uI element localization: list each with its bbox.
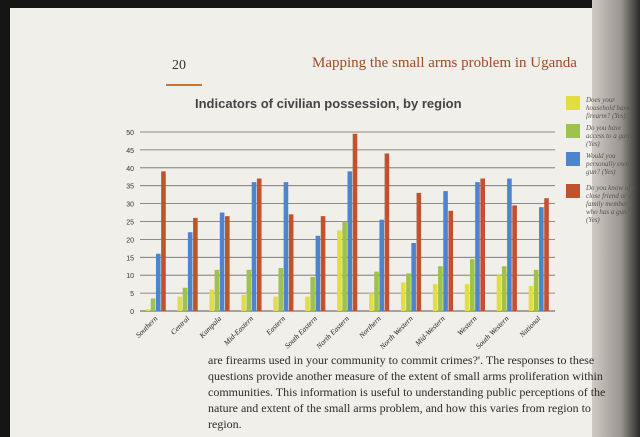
bar	[411, 242, 416, 311]
bar	[187, 232, 193, 311]
bar	[507, 178, 512, 311]
bar	[469, 259, 475, 311]
bar	[145, 309, 151, 311]
bar	[406, 273, 411, 311]
bar	[225, 216, 230, 311]
bar	[342, 221, 347, 311]
y-tick-label: 50	[126, 130, 134, 137]
legend-label: Would you personally own a gun? (Yes)	[586, 152, 635, 176]
x-tick-label: Kampala	[197, 314, 224, 341]
bar	[533, 269, 539, 311]
bar	[161, 171, 166, 311]
bar	[501, 266, 507, 311]
bar	[480, 178, 485, 311]
bar	[443, 191, 448, 311]
bar	[374, 271, 379, 311]
legend-label: Do you have access to a gun? (Yes)	[586, 124, 633, 148]
bar	[288, 214, 294, 311]
bar	[193, 217, 198, 311]
bar	[384, 153, 390, 311]
bar	[315, 235, 321, 311]
bar	[369, 293, 374, 311]
book-gutter	[592, 0, 640, 437]
bar	[544, 198, 549, 311]
bar	[310, 276, 315, 311]
legend-swatch-know-someone-with-gun	[566, 184, 580, 198]
legend-label: Does your household have a firearm? (Yes…	[586, 96, 635, 120]
bar	[251, 182, 257, 311]
bar	[177, 296, 183, 311]
bar	[475, 182, 480, 311]
bar	[209, 289, 215, 311]
y-tick-label: 15	[126, 255, 134, 262]
chart-title: Indicators of civilian possession, by re…	[195, 96, 462, 111]
bar	[305, 296, 310, 311]
bar	[416, 192, 422, 311]
page-number-rule	[166, 84, 202, 86]
bar	[539, 207, 544, 311]
bar	[352, 133, 358, 311]
x-tick-label: South Western	[474, 314, 511, 351]
body-paragraph: are firearms used in your community to c…	[208, 353, 606, 431]
bar	[438, 266, 443, 311]
bar	[214, 269, 220, 311]
y-tick-label: 10	[126, 273, 134, 280]
bar	[448, 210, 454, 311]
x-tick-label: Southern	[134, 314, 160, 340]
legend-label: Do you know of a close friend or a famil…	[586, 184, 636, 224]
bar	[379, 219, 385, 311]
bar	[283, 182, 289, 311]
y-tick-label: 0	[130, 309, 134, 316]
x-tick-label: North Eastern	[314, 314, 351, 351]
x-tick-label: Mid-Eastern	[221, 314, 255, 348]
bar	[347, 171, 353, 311]
x-tick-label: Mid-Western	[412, 314, 446, 348]
legend-swatch-own-gun	[566, 152, 580, 166]
y-tick-label: 40	[126, 166, 134, 173]
page-number: 20	[172, 58, 186, 73]
y-tick-label: 25	[126, 220, 134, 227]
bar	[400, 282, 406, 311]
x-tick-label: Western	[455, 314, 478, 337]
x-tick-label: National	[517, 314, 543, 340]
bar	[337, 230, 342, 311]
bar	[278, 268, 284, 311]
bar	[496, 275, 502, 311]
y-tick-label: 35	[126, 184, 134, 191]
bar	[512, 205, 517, 311]
y-tick-label: 30	[126, 202, 134, 209]
y-tick-label: 45	[126, 148, 134, 155]
bar	[182, 287, 188, 311]
bar	[432, 284, 438, 311]
bar	[150, 298, 156, 311]
running-head: Mapping the small arms problem in Uganda	[312, 55, 577, 71]
legend-swatch-household-firearm	[566, 96, 580, 110]
bar	[246, 269, 252, 311]
y-tick-label: 20	[126, 237, 134, 244]
x-tick-label: Northern	[356, 314, 383, 341]
x-tick-label: Central	[169, 314, 192, 337]
bar	[256, 178, 262, 311]
bar	[464, 284, 470, 311]
bar	[219, 212, 225, 311]
legend-swatch-access-to-gun	[566, 124, 580, 138]
y-tick-label: 5	[130, 291, 134, 298]
bar	[241, 294, 246, 311]
bar	[320, 216, 326, 311]
x-tick-label: North Western	[377, 314, 415, 352]
bar	[273, 296, 278, 311]
x-tick-label: Eastern	[263, 314, 287, 338]
bar	[528, 285, 534, 311]
bar	[155, 253, 161, 311]
